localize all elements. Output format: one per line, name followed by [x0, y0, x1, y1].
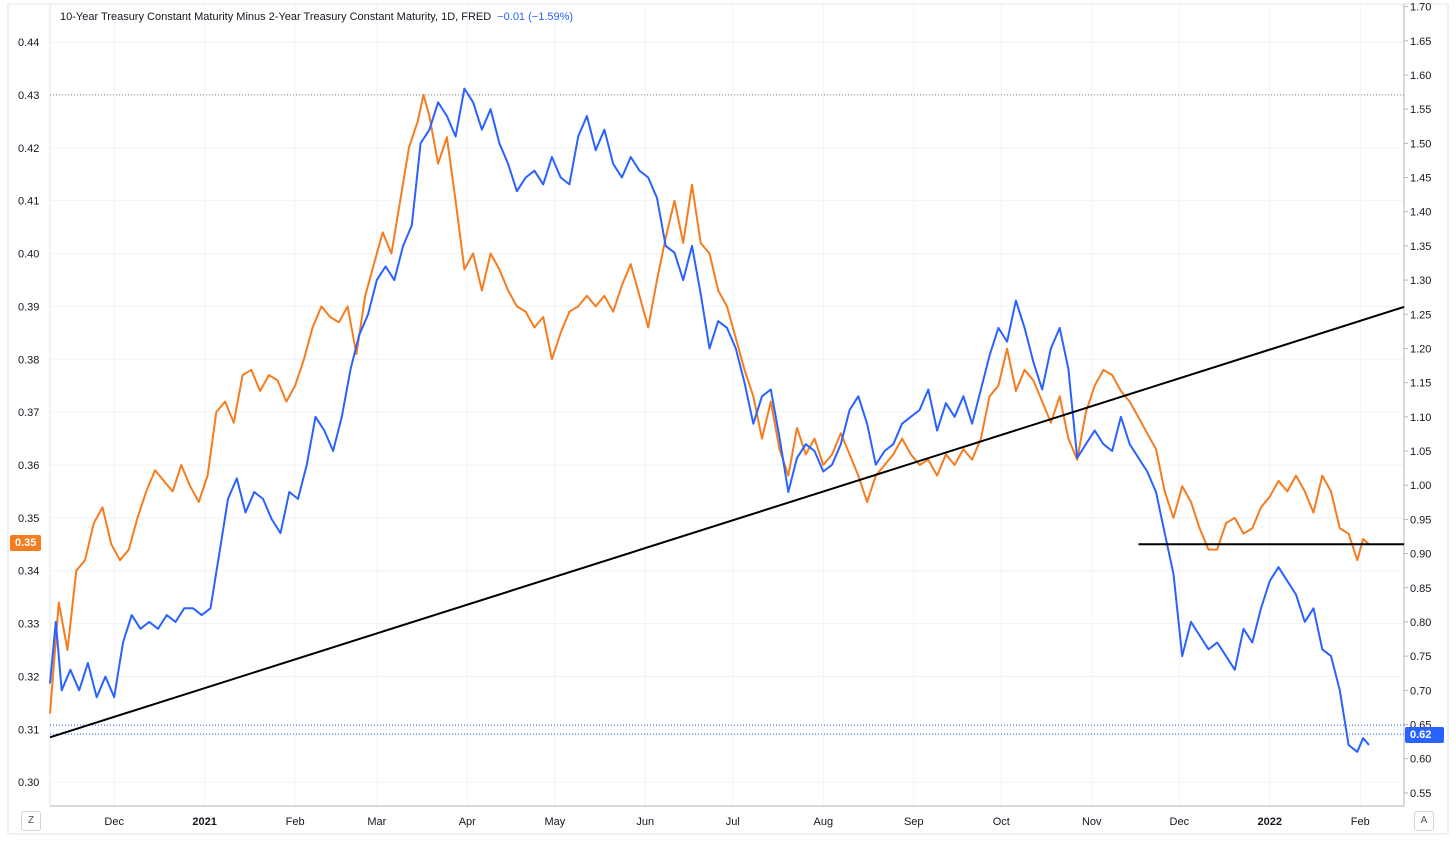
- time-tick-label: Jun: [636, 816, 654, 828]
- axis-frame: [7, 3, 1449, 835]
- right-tick-label: 0.75: [1410, 651, 1431, 663]
- left-price-tag: 0.35: [10, 535, 42, 551]
- right-tick-label: 0.90: [1410, 549, 1431, 561]
- left-tick-label: 0.42: [18, 143, 39, 155]
- series-line-orange: [49, 93, 1370, 714]
- left-tick-label: 0.37: [18, 407, 39, 419]
- left-tick-label: 0.44: [18, 37, 39, 49]
- left-tick-label: 0.40: [18, 249, 39, 261]
- right-tick-label: 1.40: [1410, 207, 1431, 219]
- grid: [50, 4, 1404, 806]
- right-tick-label: 1.65: [1410, 36, 1431, 48]
- left-tick-label: 0.31: [18, 724, 39, 736]
- time-tick-label: Apr: [459, 816, 476, 828]
- left-tick-label: 0.38: [18, 354, 39, 366]
- left-tick-label: 0.43: [18, 90, 39, 102]
- right-tick-label: 1.25: [1410, 309, 1431, 321]
- right-price-tag: 0.62: [1405, 727, 1444, 743]
- right-tick-label: 0.95: [1410, 514, 1431, 526]
- zoom-reset-button[interactable]: Z: [21, 811, 41, 831]
- right-tick-label: 1.55: [1410, 104, 1431, 116]
- right-tick-label: 1.00: [1410, 480, 1431, 492]
- left-tick-label: 0.30: [18, 777, 39, 789]
- left-tick-label: 0.36: [18, 460, 39, 472]
- right-tick-label: 0.80: [1410, 617, 1431, 629]
- legend-title: 10-Year Treasury Constant Maturity Minus…: [60, 11, 492, 23]
- reference-lines: [50, 94, 1404, 735]
- right-tick-label: 1.50: [1410, 138, 1431, 150]
- series-line-blue: [49, 87, 1370, 753]
- outer-border: [7, 3, 1449, 835]
- legend-change: −0.01 (−1.59%): [497, 11, 574, 23]
- right-tick-label: 1.45: [1410, 173, 1431, 185]
- time-tick-label: Dec: [1170, 816, 1190, 828]
- time-tick-label: 2021: [192, 816, 216, 828]
- left-tick-label: 0.35: [18, 513, 39, 525]
- time-tick-label: Feb: [286, 816, 305, 828]
- left-axis[interactable]: 0.30 0.31 0.32 0.33 0.34 0.35 0.36 0.37 0.38 0.39…: [18, 37, 39, 789]
- trendlines[interactable]: [49, 305, 1405, 739]
- left-tick-label: 0.32: [18, 671, 39, 683]
- right-tick-label: 1.60: [1410, 70, 1431, 82]
- time-tick-label: Mar: [367, 816, 386, 828]
- series: [49, 87, 1370, 753]
- time-tick-label: Oct: [993, 816, 1010, 828]
- time-tick-label: May: [544, 816, 565, 828]
- chart-legend[interactable]: 10-Year Treasury Constant Maturity Minus…: [60, 11, 573, 23]
- time-tick-label: Jul: [726, 816, 740, 828]
- right-tick-label: 1.20: [1410, 343, 1431, 355]
- time-tick-label: 2022: [1258, 816, 1282, 828]
- right-tick-label: 1.70: [1410, 2, 1431, 14]
- right-tick-label: 0.85: [1410, 583, 1431, 595]
- left-tick-label: 0.33: [18, 619, 39, 631]
- right-tick-label: 1.10: [1410, 412, 1431, 424]
- auto-scale-button[interactable]: A: [1414, 811, 1434, 831]
- left-tick-label: 0.41: [18, 196, 39, 208]
- time-axis[interactable]: Dec 2021 Feb Mar Apr May Jun Jul Aug Sep Oct Nov Dec…: [104, 816, 1369, 828]
- right-tick-label: 1.05: [1410, 446, 1431, 458]
- right-tick-label: 0.70: [1410, 685, 1431, 697]
- rising-trendline[interactable]: [49, 305, 1405, 739]
- left-tick-label: 0.34: [18, 566, 39, 578]
- left-tick-label: 0.39: [18, 301, 39, 313]
- right-tick-label: 1.15: [1410, 378, 1431, 390]
- time-tick-label: Nov: [1082, 816, 1102, 828]
- right-tick-label: 1.35: [1410, 241, 1431, 253]
- right-tick-label: 1.30: [1410, 275, 1431, 287]
- time-tick-label: Sep: [904, 816, 924, 828]
- right-tick-label: 0.55: [1410, 788, 1431, 800]
- time-tick-label: Feb: [1351, 816, 1370, 828]
- right-axis[interactable]: 0.550.600.650.700.750.800.850.900.951.00…: [1404, 2, 1431, 800]
- time-tick-label: Dec: [104, 816, 124, 828]
- time-tick-label: Aug: [814, 816, 834, 828]
- right-tick-label: 0.60: [1410, 754, 1431, 766]
